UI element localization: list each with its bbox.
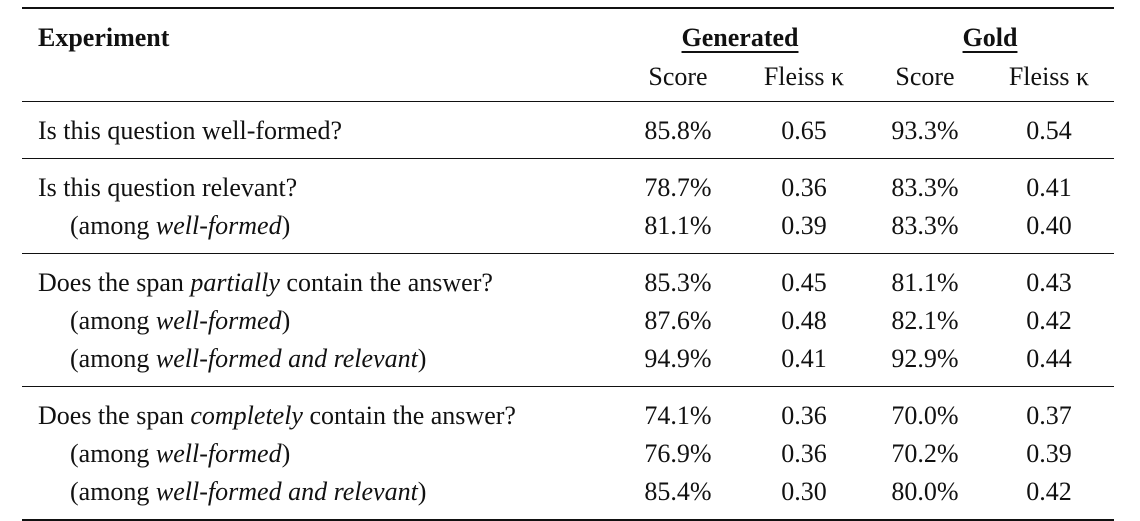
gold-score-cell: 70.2%	[891, 439, 959, 468]
generated-score-cell: 78.7%	[644, 173, 712, 202]
row-label-emphasis: well-formed and relevant	[155, 477, 418, 506]
gold-fleiss-cell: 0.54	[1026, 116, 1072, 145]
results-table: Experiment Generated Gold Score Fleiss κ…	[22, 7, 1114, 521]
generated-score-cell: 85.3%	[644, 268, 712, 297]
gold-score-cell: 82.1%	[891, 306, 959, 335]
row-label-text: (among	[70, 211, 156, 240]
gold-score-cell: 70.0%	[891, 401, 959, 430]
table-row: (among well-formed and relevant) 94.9% 0.4…	[22, 340, 1114, 387]
experiment-header: Experiment	[38, 23, 170, 52]
gold-fleiss-header: Fleiss κ	[1008, 62, 1090, 91]
row-label-emphasis: well-formed	[155, 439, 282, 468]
generated-score-cell: 81.1%	[644, 211, 712, 240]
row-label-text: )	[417, 344, 427, 373]
gold-fleiss-cell: 0.39	[1026, 439, 1072, 468]
table-row: (among well-formed) 76.9% 0.36 70.2% 0.39	[22, 435, 1114, 473]
table-row: Is this question well-formed? 85.8% 0.65 93…	[22, 101, 1114, 159]
row-label: Does the span completely contain the ans…	[22, 387, 614, 436]
generated-fleiss-cell: 0.39	[781, 211, 827, 240]
gold-fleiss-cell: 0.43	[1026, 268, 1072, 297]
row-label: (among well-formed and relevant)	[22, 340, 614, 387]
row-label: (among well-formed)	[22, 207, 614, 254]
generated-fleiss-cell: 0.41	[781, 344, 827, 373]
row-label-text: )	[281, 306, 291, 335]
generated-fleiss-cell: 0.30	[781, 477, 827, 506]
generated-score-cell: 74.1%	[644, 401, 712, 430]
row-label-emphasis: well-formed	[155, 306, 282, 335]
row-label-text: )	[281, 439, 291, 468]
row-label-text: Does the span	[38, 268, 191, 297]
generated-fleiss-header: Fleiss κ	[763, 62, 845, 91]
row-label: (among well-formed)	[22, 302, 614, 340]
table-row: Does the span completely contain the ans…	[22, 386, 1114, 436]
row-label-text: Is this question well-formed?	[38, 116, 342, 145]
row-label: Is this question relevant?	[22, 159, 614, 208]
table-body: Is this question well-formed? 85.8% 0.65 93…	[22, 101, 1114, 520]
row-label-emphasis: partially	[190, 268, 280, 297]
row-label: (among well-formed)	[22, 435, 614, 473]
gold-score-cell: 83.3%	[891, 211, 959, 240]
gold-fleiss-cell: 0.37	[1026, 401, 1072, 430]
row-label: Does the span partially contain the answ…	[22, 254, 614, 303]
header-row-groups: Experiment Generated Gold	[22, 8, 1114, 53]
gold-score-cell: 83.3%	[891, 173, 959, 202]
row-label-text: contain the answer?	[302, 401, 516, 430]
generated-score-cell: 87.6%	[644, 306, 712, 335]
gold-score-cell: 80.0%	[891, 477, 959, 506]
gold-score-cell: 81.1%	[891, 268, 959, 297]
row-label-text: contain the answer?	[279, 268, 493, 297]
gold-fleiss-cell: 0.40	[1026, 211, 1072, 240]
gold-fleiss-cell: 0.42	[1026, 306, 1072, 335]
row-label-emphasis: well-formed and relevant	[155, 344, 418, 373]
header-row-columns: Score Fleiss κ Score Fleiss κ	[22, 53, 1114, 102]
generated-group-header: Generated	[681, 23, 799, 52]
row-label-text: (among	[70, 344, 156, 373]
generated-score-cell: 85.4%	[644, 477, 712, 506]
row-label-text: (among	[70, 306, 156, 335]
header-spacer	[22, 53, 614, 102]
table-row: (among well-formed) 87.6% 0.48 82.1% 0.42	[22, 302, 1114, 340]
row-label-text: )	[281, 211, 291, 240]
row-label-text: Does the span	[38, 401, 191, 430]
row-label-emphasis: completely	[190, 401, 303, 430]
generated-fleiss-cell: 0.36	[781, 401, 827, 430]
table-row: (among well-formed and relevant) 85.4% 0.3…	[22, 473, 1114, 520]
row-label-text: )	[417, 477, 427, 506]
row-label: (among well-formed and relevant)	[22, 473, 614, 520]
row-label: Is this question well-formed?	[22, 102, 614, 159]
gold-score-cell: 93.3%	[891, 116, 959, 145]
generated-fleiss-cell: 0.48	[781, 306, 827, 335]
table-row: (among well-formed) 81.1% 0.39 83.3% 0.40	[22, 207, 1114, 254]
gold-score-cell: 92.9%	[891, 344, 959, 373]
generated-score-header: Score	[648, 62, 708, 91]
row-label-emphasis: well-formed	[155, 211, 282, 240]
generated-score-cell: 76.9%	[644, 439, 712, 468]
generated-score-cell: 85.8%	[644, 116, 712, 145]
generated-fleiss-cell: 0.65	[781, 116, 827, 145]
gold-fleiss-cell: 0.41	[1026, 173, 1072, 202]
row-label-text: Is this question relevant?	[38, 173, 298, 202]
generated-fleiss-cell: 0.36	[781, 439, 827, 468]
row-label-text: (among	[70, 439, 156, 468]
gold-fleiss-cell: 0.42	[1026, 477, 1072, 506]
gold-fleiss-cell: 0.44	[1026, 344, 1072, 373]
gold-group-header: Gold	[962, 23, 1018, 52]
generated-fleiss-cell: 0.45	[781, 268, 827, 297]
gold-score-header: Score	[895, 62, 955, 91]
table-row: Is this question relevant? 78.7% 0.36 83.3%…	[22, 158, 1114, 208]
table-row: Does the span partially contain the answ…	[22, 253, 1114, 303]
row-label-text: (among	[70, 477, 156, 506]
generated-fleiss-cell: 0.36	[781, 173, 827, 202]
table-header: Experiment Generated Gold Score Fleiss κ…	[22, 8, 1114, 102]
generated-score-cell: 94.9%	[644, 344, 712, 373]
